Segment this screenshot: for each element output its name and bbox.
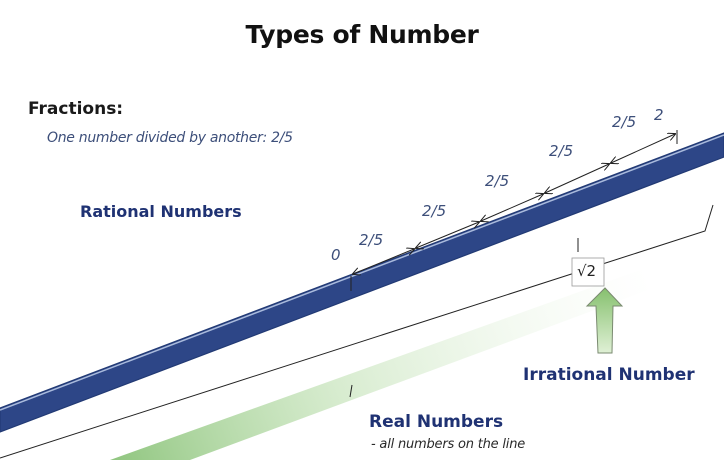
rational-numbers-label: Rational Numbers <box>80 202 242 221</box>
step-label: 2/5 <box>422 202 447 220</box>
end-label: 2 <box>654 106 664 124</box>
fractions-heading: Fractions: <box>28 99 124 119</box>
real-numbers-bracket <box>0 204 714 459</box>
step-label: 2/5 <box>359 231 384 249</box>
start-label: 0 <box>331 246 341 264</box>
real-numbers-band <box>110 240 724 460</box>
irrational-arrow <box>585 287 624 354</box>
fractions-description: One number divided by another: 2/5 <box>47 130 293 146</box>
real-numbers-sublabel: - all numbers on the line <box>371 437 526 452</box>
step-label: 2/5 <box>549 142 574 160</box>
real-numbers-label: Real Numbers <box>369 412 504 432</box>
real-numbers-tick <box>349 384 353 398</box>
rational-tick-marks <box>350 130 678 291</box>
sqrt2-box <box>571 257 605 287</box>
step-label: 2/5 <box>612 113 637 131</box>
irrational-number-label: Irrational Number <box>523 365 695 385</box>
rational-step-arrows <box>353 134 675 274</box>
step-label: 2/5 <box>485 172 510 190</box>
page-title: Types of Number <box>245 20 479 49</box>
sqrt2-symbol: √2 <box>577 262 597 280</box>
